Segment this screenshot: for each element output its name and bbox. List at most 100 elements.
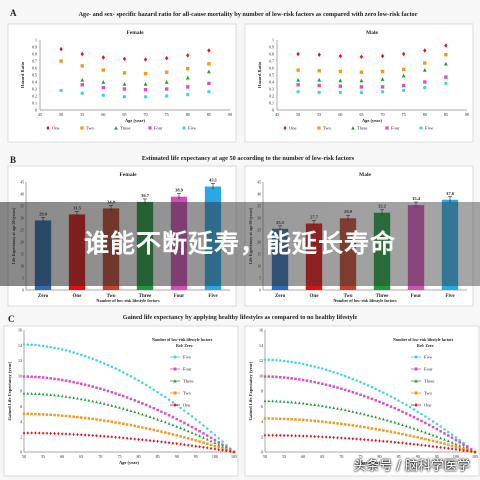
panel-c-legend-label: Two <box>424 391 433 396</box>
panel-c-point-one <box>374 438 377 443</box>
panel-c-point-four <box>294 377 297 381</box>
panel-c-point-four <box>209 436 213 440</box>
panel-a-point-four <box>359 85 364 89</box>
panel-c-point-five <box>34 343 37 347</box>
panel-c-point-one <box>76 432 79 437</box>
panel-c-point-three <box>160 419 163 422</box>
panel-c-point-five <box>118 369 121 372</box>
panel-a-point-two <box>338 69 343 74</box>
panel-c-point-four <box>122 394 125 398</box>
panel-c-point-three <box>76 396 79 400</box>
panel-c-x-tick: 105 <box>231 454 237 459</box>
panel-c-point-one <box>279 433 282 437</box>
panel-c-point-five <box>152 388 156 391</box>
panel-c-point-three <box>91 399 95 403</box>
panel-c-point-five <box>267 358 271 362</box>
panel-c-point-two <box>332 421 335 425</box>
panel-c-point-five <box>179 406 182 410</box>
panel-c-point-four <box>282 376 286 379</box>
panel-a-x-tick: 90 <box>465 112 469 117</box>
panel-a-point-five <box>122 95 127 99</box>
panel-c-point-five <box>183 409 186 412</box>
panel-c-point-four <box>416 417 419 421</box>
panel-c-point-two <box>99 418 102 422</box>
panel-b-x-tick: Zero <box>275 294 286 299</box>
panel-c-point-two <box>321 420 324 423</box>
panel-c-point-one <box>351 437 355 441</box>
panel-c-point-five <box>405 403 408 407</box>
panel-c-point-four <box>424 421 427 425</box>
panel-c-y-tick: 10 <box>18 373 22 378</box>
panel-c-x-tick: 100 <box>453 454 459 459</box>
panel-c-y-tick: 2 <box>20 434 22 439</box>
panel-c-point-four <box>271 375 274 378</box>
panel-c-point-one <box>366 438 370 442</box>
panel-c-point-one <box>186 443 190 447</box>
panel-c-point-four <box>64 379 68 382</box>
panel-c-point-four <box>466 445 469 449</box>
panel-c-point-five <box>420 412 423 416</box>
panel-c-point-one <box>263 433 267 437</box>
panel-c-point-one <box>206 446 209 450</box>
panel-c-point-two <box>267 417 271 420</box>
panel-c-point-four <box>313 380 316 384</box>
panel-c-point-five <box>133 377 136 380</box>
panel-c-point-one <box>363 437 366 442</box>
panel-c-y-tick: 4 <box>20 419 22 424</box>
panel-c-point-three <box>60 394 64 398</box>
panel-c-y-tick: 8 <box>20 389 22 394</box>
panel-a-point-two <box>423 61 427 65</box>
panel-c-point-four <box>99 387 102 390</box>
panel-c-point-three <box>37 392 41 396</box>
panel-c-point-two <box>412 435 416 438</box>
panel-c-point-one <box>114 435 117 439</box>
panel-c-point-one <box>466 449 469 453</box>
panel-c-point-five <box>397 399 400 402</box>
panel-a-point-one <box>423 48 427 53</box>
panel-c-legend-label: Three <box>424 379 435 384</box>
panel-c-point-three <box>110 404 114 407</box>
panel-c-point-two <box>290 418 293 421</box>
panel-c-point-five <box>343 374 347 378</box>
panel-c-point-four <box>431 425 435 429</box>
panel-c-point-one <box>317 435 320 439</box>
panel-a-point-one <box>207 48 211 53</box>
panel-c-point-one <box>435 445 439 449</box>
panel-a-point-five <box>80 91 84 95</box>
panel-c-point-four <box>194 427 198 431</box>
panel-c-point-one <box>72 432 75 436</box>
panel-a-point-two <box>122 71 127 75</box>
panel-c-point-four <box>263 375 267 378</box>
panel-c-point-four <box>408 414 412 417</box>
panel-c-point-two <box>133 424 136 428</box>
panel-c-point-one <box>439 445 442 450</box>
panel-b-x-tick: Three <box>376 294 389 299</box>
panel-b-x-label: Number of low-risk lifestyle factors <box>333 298 397 303</box>
panel-c-point-three <box>167 421 171 425</box>
panel-c-point-two <box>144 427 148 430</box>
panel-c-point-four <box>370 397 374 401</box>
panel-c-point-five <box>435 422 439 426</box>
panel-c-point-three <box>351 410 355 413</box>
panel-c-legend-marker-two <box>173 391 177 395</box>
panel-c-point-two <box>198 440 201 443</box>
panel-c-point-five <box>57 347 60 350</box>
panel-a-point-two <box>296 68 300 72</box>
panel-c-legend-ref: Ref: Zero <box>176 343 192 348</box>
panel-c-point-three <box>401 423 404 426</box>
panel-a-y-tick: 0.3 <box>269 87 274 92</box>
panel-a-legend-marker-four <box>148 126 152 130</box>
panel-c-point-four <box>301 378 305 382</box>
panel-c-point-two <box>110 420 114 424</box>
panel-c-point-two <box>122 422 125 426</box>
panel-c-point-five <box>294 361 297 364</box>
panel-c-point-five <box>160 393 163 396</box>
panel-c-point-two <box>171 433 175 436</box>
panel-a-legend-marker-five <box>419 126 423 130</box>
panel-c-point-two <box>186 437 190 440</box>
panel-c-point-one <box>221 448 224 452</box>
panel-c-point-one <box>198 445 201 449</box>
panel-c-point-three <box>79 397 83 401</box>
panel-a-x-tick: 60 <box>338 112 342 117</box>
panel-c-point-one <box>152 439 156 443</box>
